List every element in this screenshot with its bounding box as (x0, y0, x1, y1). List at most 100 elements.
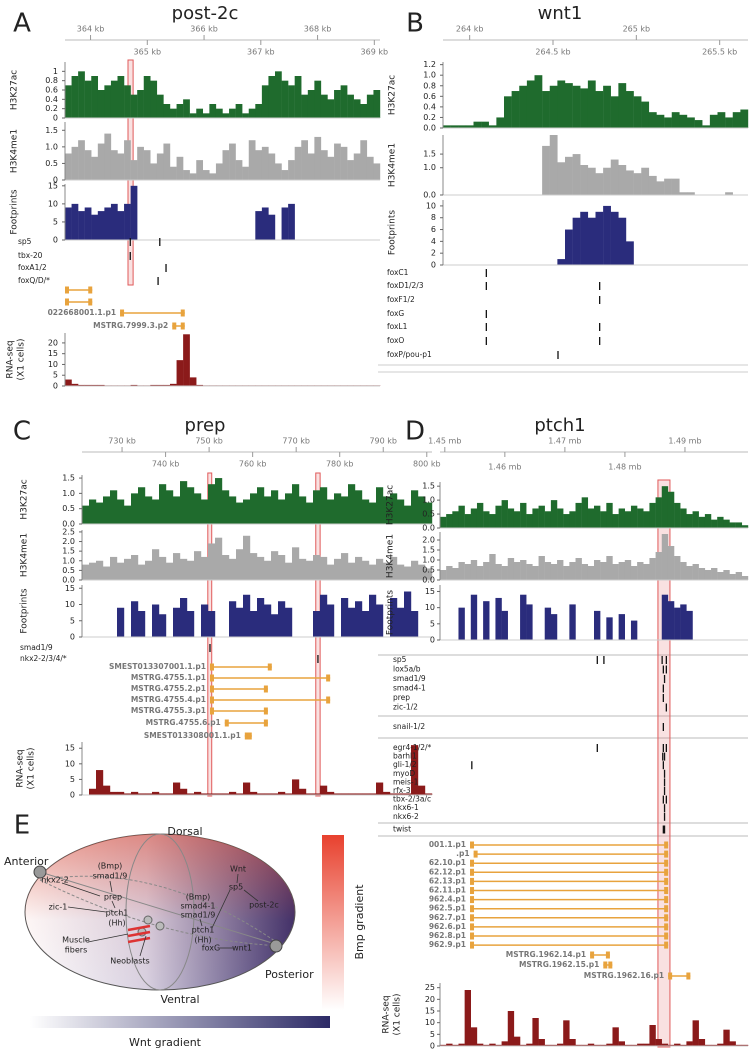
x-tick-label: 800 kb (413, 460, 441, 469)
signal-bar (671, 178, 680, 195)
signal-bar (285, 493, 293, 524)
signal-bar (103, 785, 111, 795)
signal-bar (138, 611, 146, 637)
signal-bar (215, 108, 223, 118)
signal-bar (465, 125, 474, 128)
y-tick-label: 10 (425, 603, 435, 612)
y-tick-label: 0 (53, 382, 58, 391)
gene-label: zic-1 (49, 903, 68, 912)
motif-name: snail-1/2 (393, 722, 425, 731)
axis-ring (125, 833, 195, 991)
signal-bar (404, 591, 412, 637)
motif-name: barhl1 (393, 752, 417, 761)
signal-bar (348, 793, 356, 795)
signal-bar (538, 1039, 545, 1046)
y-tick-label: 15 (65, 744, 75, 753)
signal-bar (334, 493, 342, 524)
signal-bar (587, 508, 595, 528)
signal-bar (96, 502, 104, 524)
signal-bar (117, 211, 125, 240)
track-subname: (X1 cells) (27, 748, 37, 790)
signal-bar (643, 1043, 650, 1046)
signal-bar (425, 502, 433, 524)
signal-bar (526, 514, 533, 528)
signal-bar (610, 211, 619, 265)
signal-bar (91, 384, 99, 386)
signal-bar (117, 607, 125, 637)
gene-label: (Hh) (194, 936, 211, 945)
signal-bar (626, 91, 634, 128)
signal-bar (452, 568, 459, 580)
signal-bar (65, 207, 72, 240)
signal-bar (563, 566, 570, 580)
cell-label: fibers (65, 946, 88, 955)
signal-bar (201, 793, 209, 795)
signal-bar (641, 101, 650, 128)
signal-bar (464, 990, 471, 1046)
signal-bar (549, 135, 558, 195)
signal-bar (458, 505, 465, 528)
signal-bar (565, 229, 573, 265)
signal-bar (229, 108, 236, 118)
motif-name: prep (393, 693, 410, 702)
gene-name: .p1 (456, 849, 469, 858)
signal-bar (334, 558, 342, 580)
signal-bar (138, 564, 146, 580)
signal-bar (383, 791, 391, 795)
signal-bar (610, 96, 619, 128)
signal-bar (288, 203, 295, 240)
signal-bar (618, 165, 627, 195)
y-tick-label: 5 (53, 371, 58, 380)
signal-bar (563, 514, 570, 528)
signal-bar (278, 791, 286, 795)
direction: Posterior (265, 968, 314, 981)
signal-bar (268, 153, 276, 180)
signal-bar (569, 562, 576, 580)
exon (209, 696, 214, 704)
y-tick-label: 15 (48, 181, 58, 190)
exon (263, 685, 268, 693)
signal-bar (152, 499, 160, 524)
signal-bar (513, 511, 521, 528)
panel-label: A (13, 9, 31, 39)
y-tick-label: 0.8 (423, 81, 436, 90)
gene-name: 001.1.p1 (429, 840, 466, 849)
signal-bar (557, 508, 564, 528)
signal-bar (96, 770, 104, 795)
signal-bar (446, 566, 453, 580)
signal-bar (71, 146, 79, 180)
signal-bar (314, 80, 322, 118)
motif-name: nkx6-1 (393, 803, 419, 812)
x-tick-label: 780 kb (326, 460, 354, 469)
signal-bar (603, 205, 611, 265)
signal-bar (257, 793, 265, 795)
signal-bar (698, 1039, 706, 1046)
signal-bar (320, 785, 328, 795)
signal-bar (281, 80, 289, 118)
signal-bar (71, 203, 79, 240)
signal-bar (222, 490, 230, 524)
signal-bar (557, 1043, 564, 1046)
signal-bar (440, 1044, 447, 1046)
signal-bar (411, 611, 419, 637)
signal-bar (268, 214, 276, 240)
signal-bar (130, 160, 138, 180)
signal-bar (729, 574, 736, 580)
signal-bar (581, 1044, 589, 1046)
gene-label: (Bmp) (98, 862, 123, 871)
signal-bar (624, 560, 632, 580)
signal-bar (285, 607, 293, 637)
signal-bar (655, 497, 662, 528)
signal-bar (294, 146, 302, 180)
signal-bar (649, 502, 656, 528)
y-tick-label: 2.0 (422, 536, 435, 545)
exon (664, 868, 669, 876)
signal-bar (655, 552, 662, 580)
signal-bar (187, 793, 195, 795)
signal-bar (504, 96, 512, 128)
y-tick-label: 0.5 (422, 566, 435, 575)
y-tick-label: 0.5 (62, 566, 75, 575)
layout (378, 364, 748, 837)
signal-bar (732, 112, 741, 128)
